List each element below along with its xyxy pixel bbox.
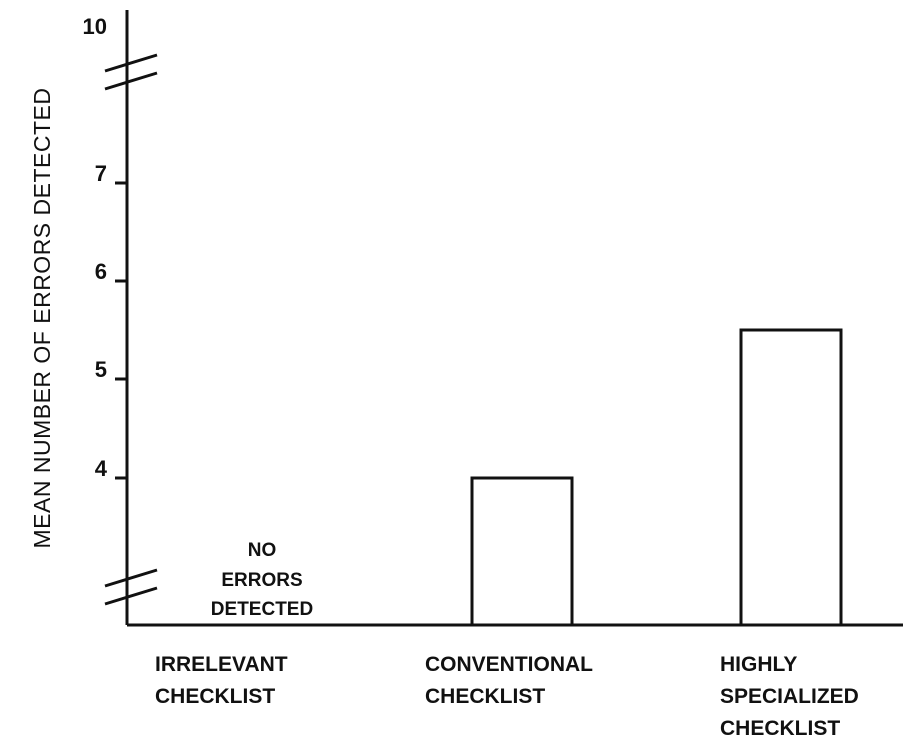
x-category-label-3-line-3: CHECKLIST xyxy=(720,717,840,740)
y-tick-label-10: 10 xyxy=(83,14,107,39)
axis-break-mark-1-1 xyxy=(104,53,158,73)
x-category-label-2-line-1: CONVENTIONAL xyxy=(425,653,593,676)
axis-break-mark-2-2 xyxy=(104,586,158,606)
bar-2 xyxy=(470,476,574,627)
y-tick-label-7: 7 xyxy=(95,161,107,186)
x-category-label-3-line-1: HIGHLY xyxy=(720,653,797,676)
y-axis-title-group: MEAN NUMBER OF ERRORS DETECTED xyxy=(29,88,55,549)
axis-break-mark-2-1 xyxy=(104,568,158,588)
y-tick-label-5: 5 xyxy=(95,357,107,382)
x-category-label-1-line-2: CHECKLIST xyxy=(155,685,275,708)
no-errors-annotation-line-2: ERRORS xyxy=(221,570,302,591)
y-tick-label-4: 4 xyxy=(95,456,108,481)
axis-break-mark-1-2 xyxy=(104,71,158,91)
x-category-label-1-line-1: IRRELEVANT xyxy=(155,653,288,676)
x-category-label-2-line-2: CHECKLIST xyxy=(425,685,545,708)
no-errors-annotation-line-1: NO xyxy=(248,540,277,561)
bar-3 xyxy=(739,328,843,627)
y-axis-title: MEAN NUMBER OF ERRORS DETECTED xyxy=(29,88,55,549)
x-category-label-3-line-2: SPECIALIZED xyxy=(720,685,859,708)
no-errors-annotation-line-3: DETECTED xyxy=(211,599,313,620)
y-tick-label-6: 6 xyxy=(95,259,107,284)
